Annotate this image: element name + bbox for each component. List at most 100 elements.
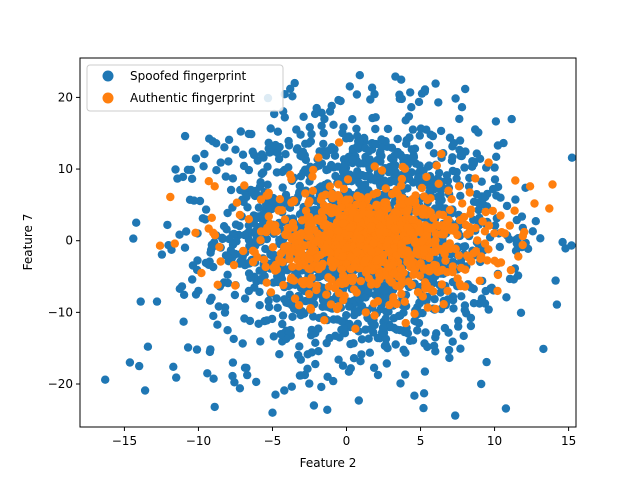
spoofed-point-1725: [268, 408, 277, 417]
spoofed-point-1739: [401, 116, 410, 125]
authentic-point-886: [358, 201, 367, 210]
authentic-point-904: [197, 268, 206, 278]
spoofed-point-1073: [180, 243, 190, 252]
y-tick-label: −10: [48, 305, 73, 319]
authentic-point-721: [304, 264, 313, 273]
spoofed-point-270: [465, 173, 474, 183]
authentic-point-632: [328, 194, 337, 203]
authentic-point-915: [250, 248, 259, 257]
spoofed-point-1627: [348, 155, 357, 165]
spoofed-point-1596: [330, 151, 340, 160]
authentic-point-609: [260, 255, 269, 264]
authentic-point-534: [304, 289, 314, 299]
spoofed-point-1439: [256, 337, 265, 346]
authentic-point-785: [307, 273, 316, 282]
spoofed-point-523: [236, 127, 245, 136]
spoofed-point-1160: [349, 354, 359, 363]
spoofed-point-163: [429, 149, 439, 158]
authentic-point-698: [419, 244, 429, 253]
spoofed-point-1277: [284, 163, 293, 172]
spoofed-point-920: [357, 302, 367, 311]
spoofed-point-289: [175, 230, 184, 239]
spoofed-point-667: [528, 227, 537, 236]
spoofed-point-1610: [365, 155, 374, 164]
spoofed-point-1615: [415, 131, 424, 140]
spoofed-point-1710: [180, 131, 190, 141]
spoofed-point-912: [303, 364, 312, 373]
spoofed-point-1467: [531, 217, 540, 226]
authentic-point-610: [389, 292, 398, 302]
authentic-point-570: [288, 275, 297, 285]
spoofed-point-1727: [286, 84, 295, 94]
authentic-point-865: [338, 271, 348, 280]
spoofed-point-1067: [385, 322, 394, 332]
spoofed-point-568: [448, 337, 457, 346]
spoofed-point-540: [257, 169, 266, 179]
spoofed-point-1604: [240, 363, 250, 372]
spoofed-point-1748: [496, 193, 505, 202]
spoofed-point-1107: [377, 135, 386, 144]
authentic-point-773: [480, 227, 490, 236]
spoofed-point-1616: [425, 141, 434, 150]
spoofed-point-1196: [373, 370, 383, 380]
authentic-point-942: [484, 158, 493, 167]
authentic-point-826: [342, 243, 352, 252]
spoofed-point-1691: [479, 200, 488, 209]
authentic-point-769: [459, 212, 469, 222]
spoofed-point-1299: [322, 338, 331, 348]
spoofed-point-1631: [257, 150, 266, 159]
spoofed-point-1750: [509, 275, 518, 284]
authentic-point-664: [289, 197, 298, 206]
spoofed-point-781: [414, 97, 424, 107]
spoofed-point-543: [567, 153, 577, 162]
spoofed-point-1579: [411, 317, 420, 326]
spoofed-point-508: [490, 221, 500, 230]
authentic-point-386: [505, 221, 514, 230]
spoofed-point-813: [263, 162, 272, 171]
authentic-point-567: [280, 242, 289, 252]
spoofed-point-1729: [299, 112, 308, 122]
spoofed-point-591: [410, 144, 420, 153]
spoofed-point-965: [319, 128, 328, 138]
authentic-point-954: [490, 256, 499, 265]
authentic-point-854: [292, 230, 301, 240]
spoofed-point-836: [391, 340, 400, 349]
spoofed-point-580: [368, 113, 377, 123]
authentic-point-450: [334, 180, 343, 189]
spoofed-point-552: [502, 201, 512, 211]
spoofed-point-1028: [377, 151, 386, 161]
authentic-point-24: [256, 236, 265, 245]
spoofed-point-1102: [164, 241, 173, 250]
authentic-point-866: [403, 223, 412, 232]
spoofed-point-1463: [436, 288, 445, 297]
authentic-point-321: [363, 193, 373, 202]
spoofed-point-1667: [355, 159, 364, 168]
y-tick-label: 10: [58, 162, 73, 176]
spoofed-point-1555: [422, 125, 431, 134]
spoofed-point-1470: [455, 136, 465, 145]
authentic-point-891: [380, 198, 389, 207]
authentic-point-934: [443, 268, 452, 277]
spoofed-point-386: [345, 82, 354, 91]
spoofed-point-1364: [495, 242, 504, 252]
spoofed-point-412: [436, 126, 446, 136]
spoofed-point-1262: [401, 370, 410, 379]
spoofed-point-1678: [490, 175, 500, 184]
spoofed-point-1309: [295, 342, 304, 351]
spoofed-point-1741: [420, 85, 430, 94]
spoofed-point-1371: [428, 131, 438, 141]
authentic-point-907: [204, 177, 213, 186]
spoofed-point-588: [365, 348, 375, 357]
spoofed-point-845: [419, 389, 429, 398]
spoofed-point-662: [255, 287, 264, 297]
authentic-point-949: [525, 182, 535, 191]
spoofed-point-1674: [278, 319, 287, 329]
authentic-point-945: [500, 229, 510, 238]
spoofed-point-689: [451, 411, 460, 420]
spoofed-point-1704: [136, 297, 145, 306]
spoofed-point-1660: [303, 350, 312, 359]
spoofed-point-1749: [505, 235, 514, 244]
spoofed-point-634: [175, 284, 184, 293]
spoofed-point-1319: [492, 152, 501, 161]
spoofed-point-869: [511, 195, 520, 204]
